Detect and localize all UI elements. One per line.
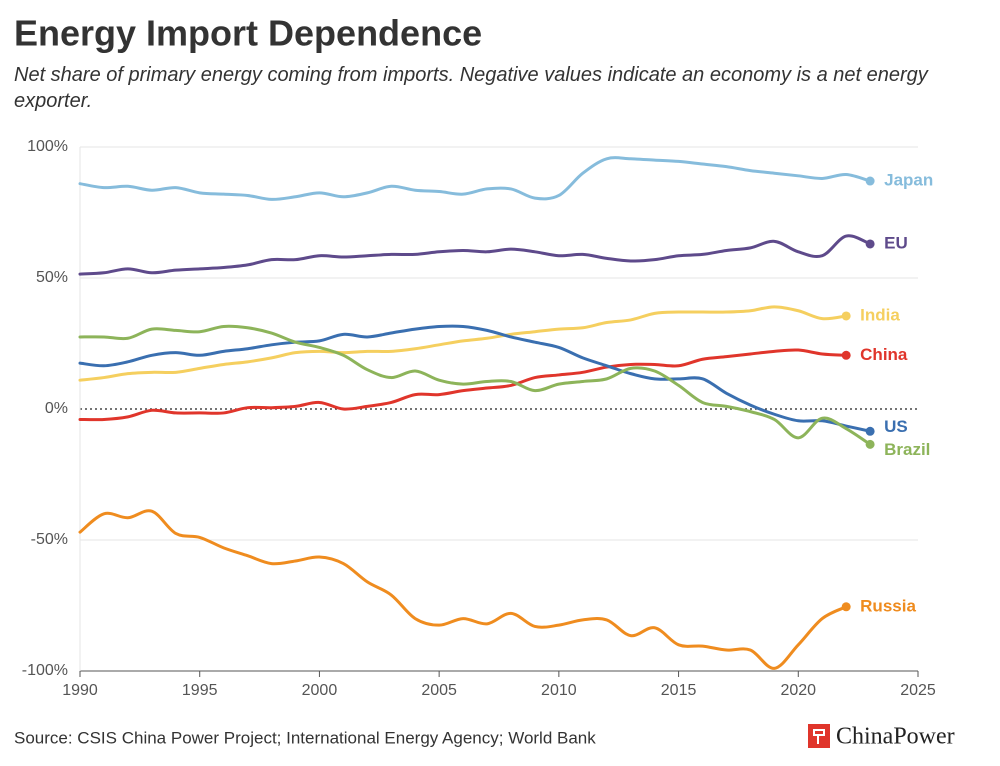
y-tick-label: 0%	[45, 400, 68, 417]
chart-title: Energy Import Dependence	[14, 13, 482, 54]
series-line	[78, 509, 848, 670]
end-point	[865, 439, 875, 449]
series-label: Japan	[884, 171, 933, 190]
end-point	[865, 176, 875, 186]
series-line	[78, 156, 872, 201]
x-tick-label: 2015	[661, 682, 697, 699]
series-label: Russia	[860, 596, 916, 615]
y-tick-label: 100%	[27, 138, 68, 155]
subtitle-box: Net share of primary energy coming from …	[14, 64, 928, 112]
plot: 100% 50% 0% -50% -100% 1990 1995 2000 2005 2010 20…	[22, 138, 936, 699]
y-tick-label: -100%	[22, 662, 68, 679]
end-point	[865, 239, 875, 249]
series-line	[78, 324, 872, 433]
x-tick-label: 1995	[182, 682, 218, 699]
x-tick-label: 2025	[900, 682, 936, 699]
series-label: China	[860, 345, 908, 364]
y-tick-label: 50%	[36, 269, 68, 286]
series-line	[78, 324, 872, 446]
series-label: India	[860, 305, 900, 324]
end-point	[841, 602, 851, 612]
x-tick-label: 2020	[780, 682, 816, 699]
logo-text: ChinaPower	[836, 724, 955, 750]
end-point	[841, 350, 851, 360]
x-tick-label: 2005	[421, 682, 457, 699]
series-label: US	[884, 417, 908, 436]
x-tick-label: 2000	[302, 682, 338, 699]
chart-subtitle: Net share of primary energy coming from …	[14, 64, 928, 112]
x-tick-label: 1990	[62, 682, 98, 699]
x-tick-label: 2010	[541, 682, 577, 699]
source: Source: CSIS China Power Project; Intern…	[14, 728, 596, 747]
series-line	[78, 348, 848, 422]
series-label: Brazil	[884, 440, 930, 459]
y-tick-label: -50%	[31, 531, 68, 548]
end-point	[865, 426, 875, 436]
series-line	[78, 305, 848, 382]
series-label: EU	[884, 233, 908, 252]
series-line	[78, 234, 872, 276]
logo-glyph	[813, 729, 825, 744]
end-point	[841, 311, 851, 321]
